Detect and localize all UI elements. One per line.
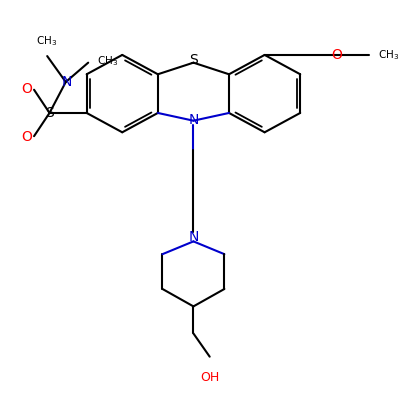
Text: O: O xyxy=(331,48,342,62)
Text: CH$_3$: CH$_3$ xyxy=(97,54,118,68)
Text: N: N xyxy=(188,113,199,127)
Text: CH$_3$: CH$_3$ xyxy=(378,48,399,62)
Text: N: N xyxy=(61,75,72,89)
Text: OH: OH xyxy=(200,371,219,384)
Text: S: S xyxy=(189,53,198,67)
Text: O: O xyxy=(22,82,32,96)
Text: CH$_3$: CH$_3$ xyxy=(36,34,57,48)
Text: N: N xyxy=(188,230,199,244)
Text: O: O xyxy=(22,130,32,144)
Text: S: S xyxy=(45,106,54,120)
